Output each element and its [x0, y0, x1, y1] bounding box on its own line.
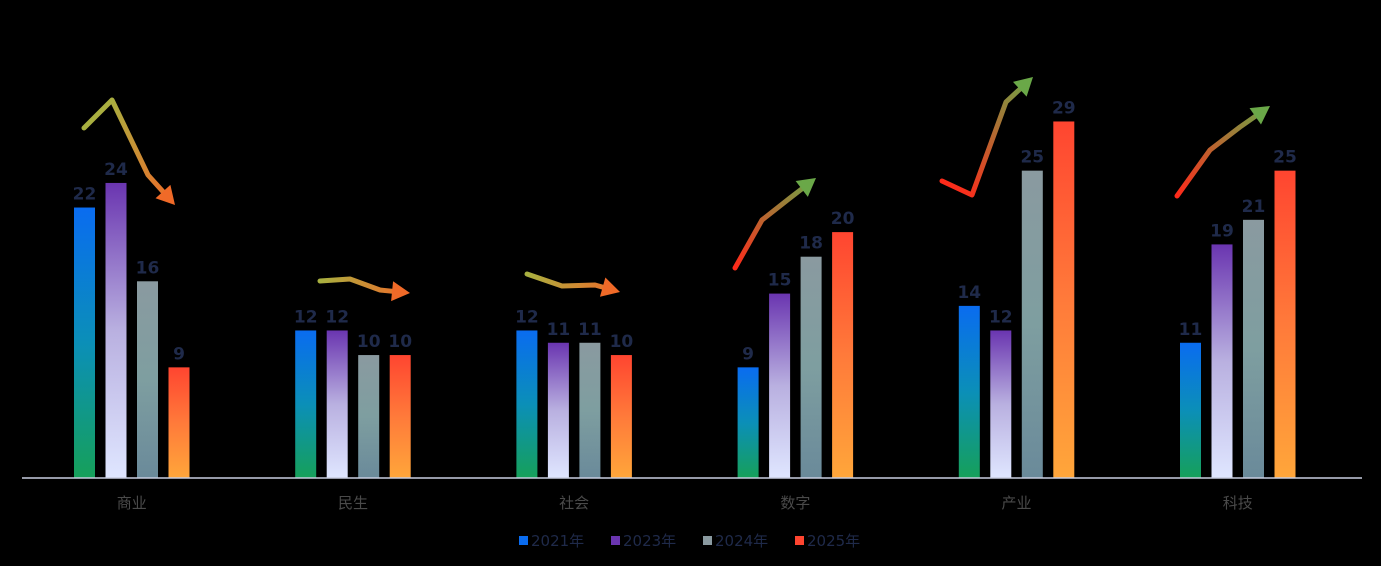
- data-label-4-1: 9: [173, 344, 185, 364]
- data-label-4-4: 20: [831, 209, 855, 229]
- legend-label-2: 2023年: [623, 532, 676, 550]
- data-label-4-6: 25: [1273, 148, 1297, 168]
- data-label-2-4: 15: [768, 271, 792, 291]
- data-label-2-1: 24: [104, 160, 128, 180]
- trend-arrow-head-4: [795, 178, 816, 197]
- data-label-3-2: 10: [357, 332, 381, 352]
- bar-1-3: [516, 330, 538, 478]
- bar-4-4: [832, 232, 854, 478]
- legend-label-4: 2025年: [807, 532, 860, 550]
- data-label-3-3: 11: [578, 320, 602, 340]
- category-label-1: 商业: [117, 494, 147, 512]
- trend-arrow-3: [524, 271, 611, 292]
- category-label-5: 产业: [1002, 494, 1032, 512]
- data-label-2-6: 19: [1210, 221, 1234, 241]
- bar-3-6: [1243, 219, 1264, 478]
- bar-2-4: [769, 293, 791, 478]
- bar-1-6: [1180, 342, 1201, 478]
- bar-4-5: [1053, 121, 1075, 479]
- bar-4-1: [168, 367, 190, 478]
- trend-arrow-5: [939, 82, 1027, 198]
- data-label-1-4: 9: [742, 344, 754, 364]
- bar-2-5: [990, 330, 1012, 478]
- bar-2-2: [326, 330, 348, 478]
- category-label-6: 科技: [1223, 494, 1253, 512]
- data-label-3-1: 16: [136, 258, 160, 278]
- category-label-3: 社会: [559, 494, 589, 512]
- trend-arrow-head-3: [599, 277, 620, 297]
- bar-3-4: [800, 256, 822, 478]
- data-label-2-3: 11: [547, 320, 571, 340]
- bar-2-3: [547, 342, 569, 478]
- data-label-2-2: 12: [325, 307, 349, 327]
- legend-swatch-3: [703, 536, 712, 545]
- trend-arrow-2: [317, 276, 401, 295]
- data-label-3-5: 25: [1020, 148, 1044, 168]
- legend-swatch-1: [519, 536, 528, 545]
- bar-3-2: [358, 355, 380, 478]
- data-labels: 22 24 16 9 12 12 10 10 12 11 11 10 9 15 18 20 14 12 25 29 11…: [73, 98, 1297, 364]
- trend-arrow-4: [732, 182, 809, 271]
- bar-1-2: [295, 330, 317, 478]
- bar-2-1: [105, 182, 127, 479]
- category-label-2: 民生: [338, 494, 368, 512]
- data-label-1-2: 12: [294, 307, 318, 327]
- legend-swatch-4: [795, 536, 804, 545]
- legend-swatch-2: [611, 536, 620, 545]
- bar-3-3: [579, 342, 601, 478]
- trend-arrow-head-2: [391, 281, 410, 302]
- legend-label-1: 2021年: [531, 532, 584, 550]
- data-label-1-5: 14: [957, 283, 981, 303]
- bar-3-1: [137, 281, 158, 478]
- data-label-3-6: 21: [1242, 197, 1266, 217]
- data-label-1-3: 12: [515, 307, 539, 327]
- trend-arrow-6: [1174, 110, 1263, 199]
- bar-2-6: [1211, 244, 1233, 478]
- bars: [74, 121, 1296, 479]
- category-labels: 商业 民生 社会 数字 产业 科技: [117, 494, 1253, 512]
- data-label-4-5: 29: [1052, 98, 1076, 118]
- trend-arrow-head-6: [1249, 106, 1270, 125]
- data-label-2-5: 12: [989, 307, 1013, 327]
- trend-arrows: [81, 77, 1270, 302]
- data-label-3-4: 18: [799, 234, 823, 254]
- trend-arrow-head-1: [155, 184, 175, 205]
- bar-4-3: [610, 355, 632, 478]
- bar-1-4: [737, 367, 759, 478]
- bar-1-1: [74, 207, 95, 478]
- bar-4-6: [1274, 170, 1296, 478]
- data-label-1-6: 11: [1179, 320, 1203, 340]
- legend-label-3: 2024年: [715, 532, 768, 550]
- data-label-1-1: 22: [73, 185, 97, 205]
- legend: 2021年 2023年 2024年 2025年: [519, 532, 860, 550]
- data-label-4-3: 10: [610, 332, 634, 352]
- bar-3-5: [1021, 170, 1043, 478]
- category-label-4: 数字: [780, 494, 810, 512]
- bar-1-5: [958, 305, 980, 478]
- trend-arrow-head-5: [1012, 77, 1033, 97]
- data-label-4-2: 10: [388, 332, 412, 352]
- bar-4-2: [389, 355, 411, 478]
- trend-arrow-1: [81, 97, 170, 199]
